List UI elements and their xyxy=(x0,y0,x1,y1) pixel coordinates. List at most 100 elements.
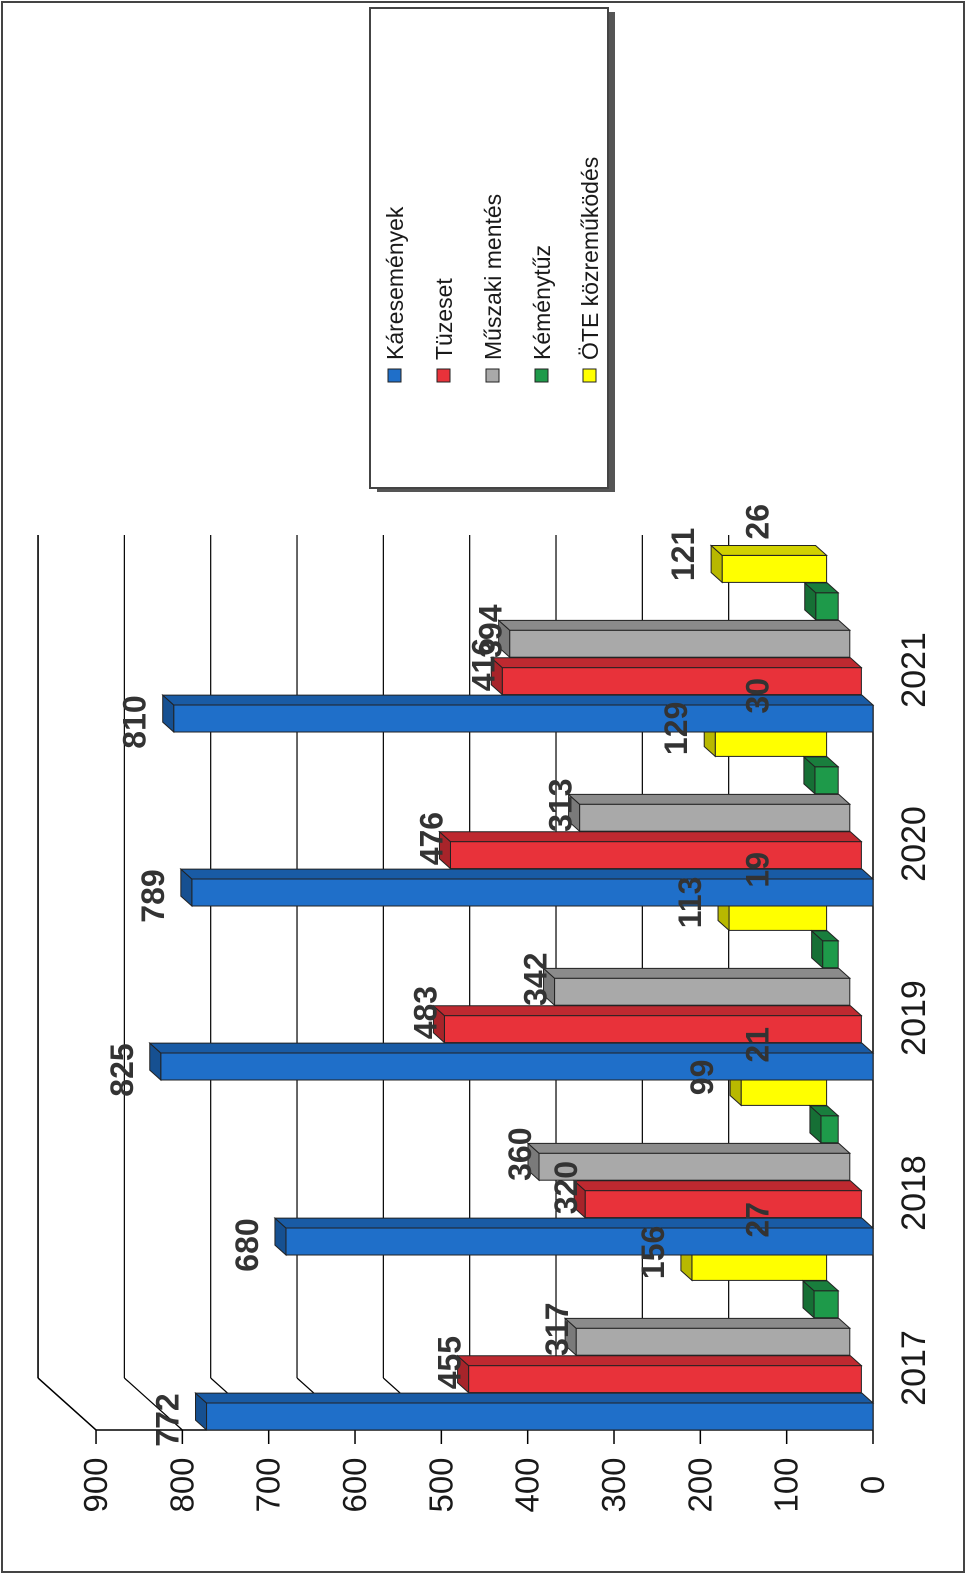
legend-swatch xyxy=(534,368,549,383)
category-label: 2017 xyxy=(895,1330,933,1406)
floor-gridline xyxy=(123,1377,183,1431)
bar-depth-side xyxy=(273,1217,875,1229)
bar-2020-1 xyxy=(449,841,862,870)
bar-depth-side xyxy=(803,582,840,594)
bar-depth-side xyxy=(432,1005,863,1017)
bar-2021-4 xyxy=(721,554,828,583)
legend-label: Műszaki mentés xyxy=(480,194,506,360)
category-label: 2021 xyxy=(895,632,933,708)
bar-2019-0 xyxy=(160,1052,874,1081)
bar-2018-3 xyxy=(820,1115,839,1144)
bar-2017-4 xyxy=(691,1252,828,1281)
data-label: 156 xyxy=(635,1226,671,1279)
data-label: 129 xyxy=(658,702,694,755)
bar-depth-side xyxy=(810,930,840,942)
category-label: 2020 xyxy=(895,806,933,882)
bar-depth-side xyxy=(572,1180,863,1192)
bar-depth-side xyxy=(802,756,840,768)
data-label: 99 xyxy=(684,1060,720,1096)
data-label: 772 xyxy=(150,1393,186,1446)
legend-label: Tüzeset xyxy=(431,278,457,360)
data-label: 320 xyxy=(548,1161,584,1214)
legend-swatch xyxy=(436,368,451,383)
bar-2019-3 xyxy=(822,940,839,969)
bar-depth-side xyxy=(567,793,852,805)
bar-2021-0 xyxy=(173,704,874,733)
bar-2018-1 xyxy=(584,1190,862,1219)
bar-depth-side xyxy=(526,1142,852,1154)
data-label: 21 xyxy=(739,1027,775,1063)
axis-tick-label: 200 xyxy=(681,1457,718,1512)
bar-depth-side xyxy=(497,619,852,631)
labels-layer: 0 100 200 300 400 500 600 700 800 900 772 455 317 156… xyxy=(77,504,933,1513)
bar-2017-3 xyxy=(813,1290,839,1319)
bar-depth-side xyxy=(563,1317,852,1329)
data-label: 680 xyxy=(229,1218,265,1271)
bar-depth-side xyxy=(456,1355,863,1367)
data-label: 30 xyxy=(739,678,775,714)
bars-layer xyxy=(148,544,875,1432)
data-label: 825 xyxy=(104,1043,140,1096)
bar-depth-side xyxy=(438,831,863,843)
bar-depth-side xyxy=(489,657,863,669)
data-label: 121 xyxy=(665,528,701,581)
legend: Káresemények Tüzeset Műszaki mentés Kéményt… xyxy=(369,7,615,492)
bar-2018-2 xyxy=(538,1152,851,1181)
axis-tick-label: 0 xyxy=(854,1476,891,1494)
bar-depth-side xyxy=(194,1392,875,1404)
data-label: 313 xyxy=(543,779,579,832)
data-label: 26 xyxy=(739,504,775,540)
legend-swatch xyxy=(582,368,597,383)
bar-2020-2 xyxy=(579,803,851,832)
data-label: 394 xyxy=(473,604,509,658)
bar-2020-4 xyxy=(714,728,828,757)
bar-2017-2 xyxy=(575,1327,851,1356)
bar-2017-0 xyxy=(206,1402,874,1431)
axis-tick-label: 100 xyxy=(768,1457,805,1512)
bar-2021-2 xyxy=(509,629,851,658)
data-label: 19 xyxy=(739,852,775,888)
axis-tick-label: 400 xyxy=(509,1457,546,1512)
data-label: 789 xyxy=(135,869,171,922)
category-label: 2018 xyxy=(895,1155,933,1231)
data-label: 455 xyxy=(432,1336,468,1389)
legend-label: ÖTE közreműködés xyxy=(577,157,603,360)
legend-swatch xyxy=(387,368,402,383)
data-label: 27 xyxy=(739,1202,775,1238)
bar-2018-4 xyxy=(740,1077,828,1106)
data-label: 342 xyxy=(518,953,554,1006)
axis-tick-label: 600 xyxy=(336,1457,373,1512)
legend-label: Káresemények xyxy=(382,206,408,360)
bar-depth-side xyxy=(148,1042,875,1054)
bar-2021-3 xyxy=(815,592,839,621)
axis-tick-label: 300 xyxy=(595,1457,632,1512)
bar-depth-side xyxy=(709,545,828,556)
data-label: 113 xyxy=(672,877,708,929)
bar-2017-1 xyxy=(468,1365,862,1394)
legend-label: Kéménytűz xyxy=(529,245,555,360)
bar-depth-side xyxy=(161,694,875,706)
data-label: 317 xyxy=(539,1303,575,1356)
data-label: 483 xyxy=(407,986,443,1039)
bar-2020-0 xyxy=(191,878,874,907)
bar-2018-0 xyxy=(285,1227,874,1256)
axis-tick-label: 900 xyxy=(77,1457,114,1512)
bar-depth-side xyxy=(808,1105,840,1117)
axis-tick-label: 800 xyxy=(163,1457,200,1512)
data-label: 360 xyxy=(502,1128,538,1181)
bar-2019-1 xyxy=(443,1015,862,1044)
axis-tick-label: 500 xyxy=(422,1457,459,1512)
legend-box xyxy=(369,7,609,489)
data-label: 810 xyxy=(117,695,153,748)
back-wall-edge xyxy=(37,1377,97,1431)
bar-depth-side xyxy=(542,967,852,979)
bar-2019-2 xyxy=(554,977,851,1006)
bar-2021-1 xyxy=(501,667,862,696)
legend-swatch xyxy=(485,368,500,383)
data-label: 476 xyxy=(413,812,449,865)
axis-tick-label: 700 xyxy=(250,1457,287,1512)
bar-depth-side xyxy=(801,1280,840,1292)
bar-depth-side xyxy=(179,868,875,880)
category-label: 2019 xyxy=(895,980,933,1056)
